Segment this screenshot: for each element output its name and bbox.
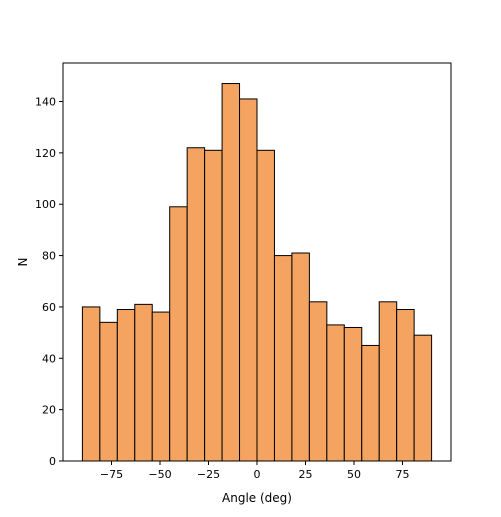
x-tick-label: 50 (347, 468, 361, 481)
y-tick-label: 120 (35, 147, 56, 160)
y-tick-label: 40 (42, 352, 56, 365)
x-tick-label: −75 (100, 468, 123, 481)
histogram-bar (99, 321, 118, 462)
y-tick-label: 0 (49, 455, 56, 468)
histogram-bar (186, 147, 206, 462)
histogram-bar (273, 255, 293, 462)
x-tick-label: −25 (197, 468, 220, 481)
x-tick-label: −50 (148, 468, 171, 481)
x-axis-label: Angle (deg) (222, 491, 292, 505)
histogram-bar (396, 309, 415, 462)
histogram-bar (343, 326, 363, 462)
histogram-bar (291, 252, 310, 462)
histogram-bar (308, 301, 328, 462)
y-tick-label: 100 (35, 198, 56, 211)
y-tick-label: 20 (42, 404, 56, 417)
histogram-bar (326, 324, 345, 462)
x-tick-label: 0 (254, 468, 261, 481)
histogram-bar (134, 303, 153, 462)
histogram-bar (151, 311, 171, 462)
y-tick-label: 140 (35, 96, 56, 109)
histogram-bar (361, 344, 380, 462)
x-axis-ticks: −75 −50 −25 0 25 50 75 (100, 461, 410, 481)
histogram-bar (256, 149, 275, 462)
histogram-bar (378, 301, 398, 462)
x-tick-label: 75 (396, 468, 410, 481)
histogram-bar (239, 98, 258, 462)
y-axis-ticks: 0 20 40 60 80 100 120 140 (35, 96, 63, 468)
histogram-bar (116, 309, 136, 462)
y-tick-label: 80 (42, 250, 56, 263)
histogram-bar (221, 83, 241, 462)
x-tick-label: 25 (299, 468, 313, 481)
histogram-bars (81, 83, 433, 462)
histogram-bar (169, 206, 188, 462)
y-axis-label: N (16, 258, 30, 267)
y-tick-label: 60 (42, 301, 56, 314)
histogram-bar (204, 149, 223, 462)
histogram-bar (413, 334, 433, 462)
histogram-bar (81, 306, 101, 462)
